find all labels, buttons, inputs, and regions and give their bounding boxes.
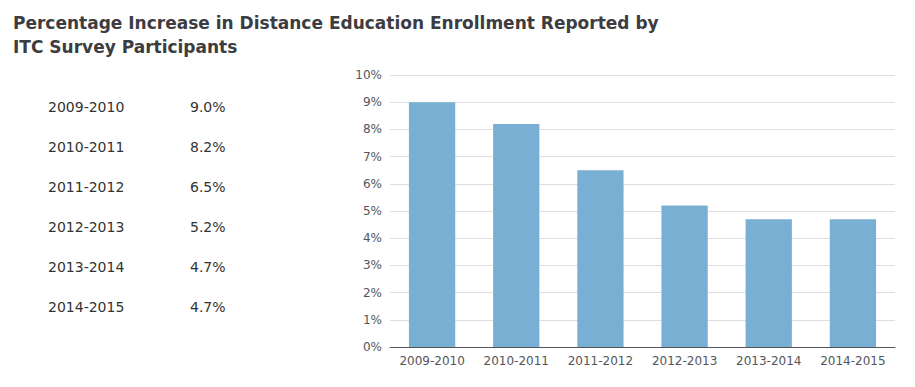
svg-text:8%: 8% [363, 122, 382, 136]
svg-text:2009-2010: 2009-2010 [48, 99, 124, 115]
svg-text:4%: 4% [363, 231, 382, 245]
svg-text:0%: 0% [363, 340, 382, 354]
svg-text:ITC Survey Participants: ITC Survey Participants [13, 37, 237, 57]
svg-text:9.0%: 9.0% [190, 99, 226, 115]
svg-text:4.7%: 4.7% [190, 259, 226, 275]
svg-text:2012-2013: 2012-2013 [652, 354, 717, 368]
svg-text:5.2%: 5.2% [190, 219, 226, 235]
svg-text:2012-2013: 2012-2013 [48, 219, 124, 235]
svg-text:9%: 9% [363, 95, 382, 109]
svg-text:2013-2014: 2013-2014 [48, 259, 124, 275]
svg-text:6%: 6% [363, 177, 382, 191]
svg-text:2011-2012: 2011-2012 [568, 354, 633, 368]
svg-text:4.7%: 4.7% [190, 299, 226, 315]
svg-text:10%: 10% [355, 68, 382, 82]
svg-text:2014-2015: 2014-2015 [820, 354, 885, 368]
svg-text:1%: 1% [363, 313, 382, 327]
svg-text:2010-2011: 2010-2011 [484, 354, 549, 368]
svg-text:Percentage Increase in Distanc: Percentage Increase in Distance Educatio… [13, 13, 659, 33]
svg-text:2013-2014: 2013-2014 [736, 354, 801, 368]
svg-text:2011-2012: 2011-2012 [48, 179, 124, 195]
svg-text:2%: 2% [363, 286, 382, 300]
svg-text:2009-2010: 2009-2010 [399, 354, 464, 368]
svg-text:5%: 5% [363, 204, 382, 218]
svg-text:7%: 7% [363, 150, 382, 164]
svg-text:2014-2015: 2014-2015 [48, 299, 124, 315]
svg-text:8.2%: 8.2% [190, 139, 226, 155]
svg-text:2010-2011: 2010-2011 [48, 139, 124, 155]
svg-text:3%: 3% [363, 258, 382, 272]
svg-text:6.5%: 6.5% [190, 179, 226, 195]
